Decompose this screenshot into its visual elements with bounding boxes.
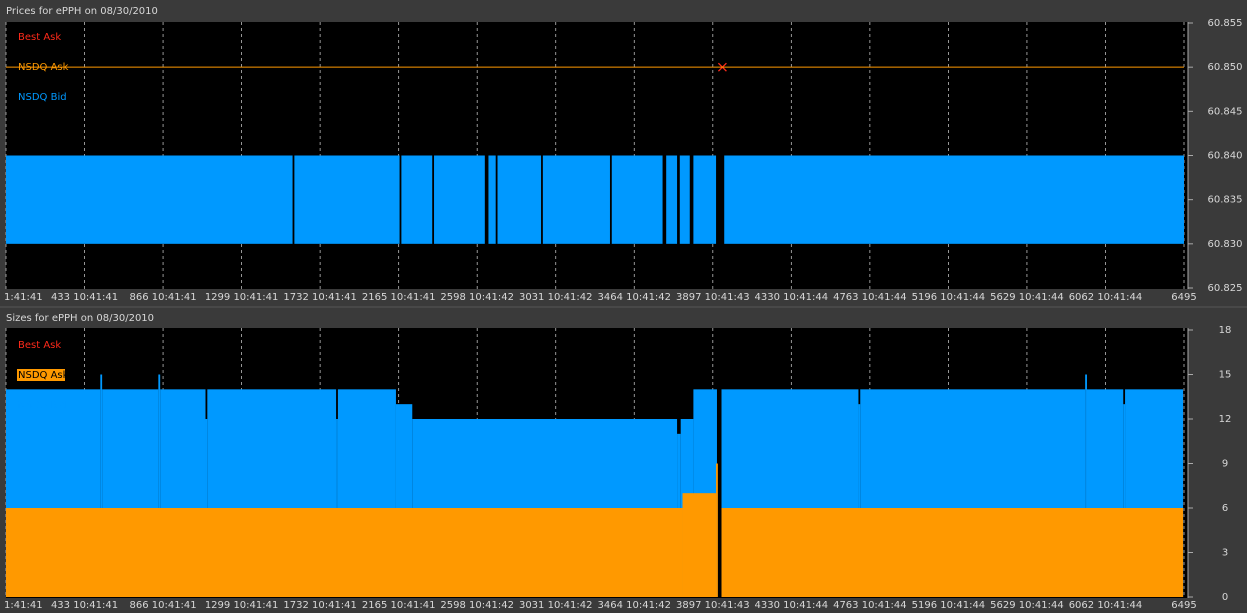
y-tick-label: 15 bbox=[1219, 370, 1232, 381]
x-tick-label: 6062 10:41:44 bbox=[1069, 600, 1143, 611]
area-step bbox=[716, 463, 718, 597]
x-tick-label: 4763 10:41:44 bbox=[833, 600, 907, 611]
y-tick-label: 6 bbox=[1222, 503, 1228, 514]
legend-entry: NSDQ Ask bbox=[18, 370, 69, 381]
legend-entry: NSDQ Ask bbox=[18, 62, 69, 73]
x-tick-label: 866 10:41:41 bbox=[129, 292, 196, 303]
area-step bbox=[6, 155, 293, 244]
area-step bbox=[434, 155, 485, 244]
x-tick-label: 2165 10:41:41 bbox=[362, 600, 436, 611]
x-tick-label: 4330 10:41:44 bbox=[755, 292, 829, 303]
legend-highlight bbox=[17, 369, 65, 381]
y-tick-label: 60.830 bbox=[1208, 239, 1243, 250]
x-tick-label: 1299 10:41:41 bbox=[205, 292, 279, 303]
x-tick-label: 1:41:41 bbox=[4, 292, 43, 303]
area-step bbox=[666, 155, 678, 244]
x-tick-label: 4763 10:41:44 bbox=[833, 292, 907, 303]
area-step bbox=[724, 155, 1184, 244]
area-step bbox=[679, 155, 690, 244]
x-tick-label: 1732 10:41:41 bbox=[283, 292, 357, 303]
x-tick-label: 2165 10:41:41 bbox=[362, 292, 436, 303]
area-step bbox=[858, 404, 861, 597]
x-tick-label: 1299 10:41:41 bbox=[205, 600, 279, 611]
x-tick-label: 1732 10:41:41 bbox=[283, 600, 357, 611]
x-tick-label: 2598 10:41:42 bbox=[440, 600, 514, 611]
x-tick-label: 3031 10:41:42 bbox=[519, 292, 593, 303]
area-step bbox=[401, 155, 433, 244]
series-layer bbox=[6, 374, 1184, 597]
x-tick-label: 5629 10:41:44 bbox=[990, 600, 1064, 611]
y-tick-label: 60.845 bbox=[1208, 106, 1243, 117]
area-step bbox=[488, 155, 496, 244]
area-step bbox=[693, 155, 717, 244]
area-step bbox=[682, 493, 717, 597]
y-tick-label: 60.835 bbox=[1208, 195, 1243, 206]
y-tick-label: 3 bbox=[1222, 548, 1228, 559]
x-tick-label: 433 10:41:41 bbox=[51, 292, 118, 303]
x-tick-label: 1:41:41 bbox=[4, 600, 43, 611]
series-layer bbox=[6, 62, 1184, 244]
x-tick-label: 6495 bbox=[1171, 600, 1196, 611]
y-tick-label: 60.825 bbox=[1208, 283, 1243, 294]
legend-entry: NSDQ Bid bbox=[18, 92, 67, 103]
panel-title: Prices for ePPH on 08/30/2010 bbox=[6, 6, 158, 17]
panel-title: Sizes for ePPH on 08/30/2010 bbox=[6, 313, 154, 324]
area-step bbox=[611, 155, 663, 244]
area-step bbox=[542, 155, 610, 244]
x-tick-label: 3897 10:41:43 bbox=[676, 600, 750, 611]
x-tick-label: 4330 10:41:44 bbox=[755, 600, 829, 611]
y-tick-label: 9 bbox=[1222, 459, 1228, 470]
y-tick-label: 60.855 bbox=[1208, 18, 1243, 29]
y-tick-label: 0 bbox=[1222, 592, 1228, 603]
y-tick-label: 18 bbox=[1219, 325, 1232, 336]
area-step bbox=[100, 374, 103, 597]
y-tick-label: 60.840 bbox=[1208, 151, 1243, 162]
legend-entry: Best Ask bbox=[18, 340, 61, 351]
y-tick-label: 60.850 bbox=[1208, 62, 1243, 73]
area-step bbox=[497, 155, 542, 244]
legend-entry: Best Ask bbox=[18, 32, 61, 43]
x-tick-label: 2598 10:41:42 bbox=[440, 292, 514, 303]
x-tick-label: 6495 bbox=[1171, 292, 1196, 303]
area-step bbox=[1123, 404, 1126, 597]
x-tick-label: 5196 10:41:44 bbox=[912, 292, 986, 303]
area-step bbox=[158, 374, 161, 597]
x-tick-label: 3031 10:41:42 bbox=[519, 600, 593, 611]
x-tick-label: 3464 10:41:42 bbox=[597, 600, 671, 611]
x-tick-label: 5196 10:41:44 bbox=[912, 600, 986, 611]
area-step bbox=[294, 155, 400, 244]
x-tick-label: 3897 10:41:43 bbox=[676, 292, 750, 303]
x-tick-label: 3464 10:41:42 bbox=[597, 292, 671, 303]
area-step bbox=[721, 508, 1184, 597]
legend-entry: NSDQ Bid bbox=[18, 400, 67, 411]
x-tick-label: 6062 10:41:44 bbox=[1069, 292, 1143, 303]
x-tick-label: 433 10:41:41 bbox=[51, 600, 118, 611]
x-tick-label: 5629 10:41:44 bbox=[990, 292, 1064, 303]
x-tick-label: 866 10:41:41 bbox=[129, 600, 196, 611]
y-tick-label: 12 bbox=[1219, 414, 1232, 425]
area-step bbox=[1085, 374, 1087, 597]
area-step bbox=[6, 508, 683, 597]
